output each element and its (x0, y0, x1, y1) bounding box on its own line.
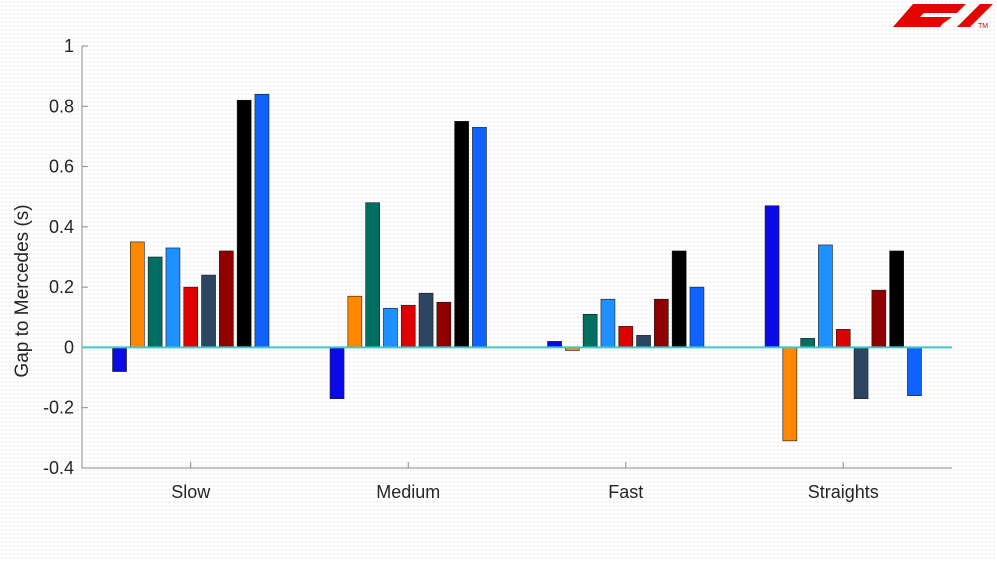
bar (436, 301, 452, 348)
y-tick-label: 0 (64, 337, 74, 357)
bar (219, 250, 234, 348)
bar (329, 347, 345, 399)
y-tick-label: -0.2 (43, 398, 74, 418)
bar (201, 274, 216, 348)
bar (654, 298, 669, 348)
bar (907, 347, 922, 396)
bar (365, 202, 380, 348)
bar (782, 347, 798, 442)
f1-logo-one (957, 4, 993, 27)
y-tick-label: 1 (64, 36, 74, 56)
bar (764, 205, 780, 348)
f1-logo: TM (893, 4, 993, 30)
bar (818, 244, 833, 348)
y-tick-label: 0.2 (49, 277, 74, 297)
f1-logo-f-stroke (919, 17, 952, 27)
bar (582, 313, 598, 348)
bar (871, 289, 887, 348)
x-tick-label: Fast (608, 482, 643, 502)
x-tick-label: Medium (376, 482, 440, 502)
bar (618, 326, 634, 348)
bar (130, 241, 145, 348)
y-tick-label: 0.4 (49, 217, 74, 237)
y-tick-label: -0.4 (43, 458, 74, 478)
axes (81, 45, 952, 469)
bar (472, 127, 487, 348)
x-tick-label: Straights (808, 482, 879, 502)
bar (165, 247, 181, 348)
bar (383, 307, 398, 348)
bar (853, 347, 869, 399)
y-tick-label: 0.8 (49, 96, 74, 116)
bar (671, 250, 687, 348)
bar (889, 250, 904, 348)
bar (636, 335, 651, 348)
bar (689, 286, 705, 348)
f1-logo-f-shape (893, 4, 966, 27)
bar (400, 304, 416, 348)
x-tick-label: Slow (171, 482, 211, 502)
bar (254, 93, 270, 348)
labels: -0.4 -0.2 0 0.2 0.4 0.6 0.8 1 Slow Medium Fast Stra… (12, 36, 879, 502)
bar (347, 295, 363, 348)
bars (112, 93, 922, 442)
bar (236, 99, 252, 348)
bar (454, 121, 469, 348)
bar (418, 292, 434, 348)
bar (112, 347, 127, 372)
bar (183, 286, 199, 348)
f1-logo-trademark: TM (978, 23, 988, 30)
bar (835, 329, 851, 348)
y-tick-label: 0.6 (49, 157, 74, 177)
bar (800, 338, 815, 348)
bar (600, 298, 616, 348)
bar (147, 256, 163, 348)
y-axis-title: Gap to Mercedes (s) (12, 204, 33, 377)
